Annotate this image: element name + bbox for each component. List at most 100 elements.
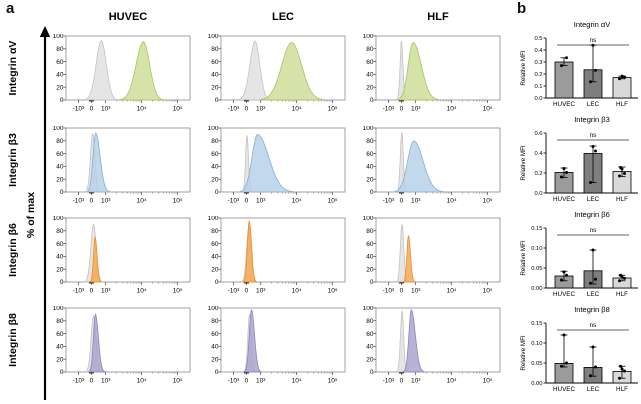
svg-text:0.05: 0.05: [531, 266, 542, 272]
svg-text:-10³: -10³: [383, 106, 395, 113]
svg-text:10³: 10³: [256, 106, 266, 113]
svg-text:100: 100: [363, 126, 374, 132]
svg-text:20: 20: [366, 176, 374, 183]
svg-text:40: 40: [56, 344, 64, 351]
svg-text:40: 40: [56, 254, 64, 261]
svg-text:10⁴: 10⁴: [137, 378, 147, 385]
svg-text:10⁴: 10⁴: [447, 378, 457, 385]
svg-text:100: 100: [208, 216, 219, 222]
svg-text:20: 20: [366, 356, 374, 363]
svg-text:0: 0: [90, 378, 94, 385]
svg-text:40: 40: [56, 164, 64, 171]
svg-text:Relative MFI: Relative MFI: [520, 335, 527, 371]
svg-text:10⁴: 10⁴: [292, 106, 302, 113]
svg-text:0: 0: [370, 279, 374, 286]
svg-text:20: 20: [56, 84, 64, 91]
flow-histogram-lec-4: 0 20 40 60 80 100 -10³ 0 10³ 10⁴ 10⁵: [208, 306, 346, 385]
svg-text:0: 0: [400, 288, 404, 295]
svg-text:0.4: 0.4: [534, 151, 543, 157]
svg-text:20: 20: [366, 266, 374, 273]
svg-text:10⁵: 10⁵: [173, 378, 183, 385]
svg-text:0: 0: [215, 97, 219, 104]
svg-text:100: 100: [208, 126, 219, 132]
svg-text:10⁵: 10⁵: [173, 198, 183, 205]
flow-histogram-lec-2: 0 20 40 60 80 100 -10³ 0 10³ 10⁴ 10⁵: [208, 126, 346, 205]
svg-text:10⁵: 10⁵: [483, 378, 493, 385]
svg-text:ns: ns: [590, 322, 597, 329]
svg-text:10⁵: 10⁵: [328, 378, 338, 385]
svg-text:100: 100: [53, 306, 64, 312]
flow-histogram-lec-3: 0 20 40 60 80 100 -10³ 0 10³ 10⁴ 10⁵: [208, 216, 346, 295]
svg-text:0: 0: [60, 189, 64, 196]
svg-text:0: 0: [400, 198, 404, 205]
svg-text:40: 40: [56, 72, 64, 79]
svg-text:10³: 10³: [101, 106, 111, 113]
svg-text:-10³: -10³: [383, 198, 395, 205]
column-title-hlf: HLF: [427, 11, 449, 23]
bar-chart-2: 0.0 0.2 0.4 0.6 Relative MFI HUVEC LEC HLF ns: [520, 131, 638, 203]
svg-text:10⁵: 10⁵: [483, 288, 493, 295]
svg-text:0: 0: [370, 369, 374, 376]
svg-text:10³: 10³: [411, 106, 421, 113]
flow-histogram-lec-1: 0 20 40 60 80 100 -10³ 0 10³ 10⁴ 10⁵: [208, 34, 346, 113]
bar-chart-title-1: Integrin αV: [573, 20, 611, 29]
svg-text:0: 0: [400, 106, 404, 113]
svg-text:100: 100: [53, 126, 64, 132]
svg-text:HLF: HLF: [616, 386, 628, 393]
svg-text:0: 0: [90, 288, 94, 295]
svg-text:20: 20: [56, 176, 64, 183]
svg-text:10⁴: 10⁴: [292, 198, 302, 205]
svg-text:10³: 10³: [411, 288, 421, 295]
bar-chart-4: 0.00 0.05 0.10 0.15 Relative MFI HUVEC LEC HLF n…: [520, 321, 638, 393]
svg-text:0: 0: [60, 369, 64, 376]
svg-text:-10³: -10³: [383, 288, 395, 295]
svg-text:10³: 10³: [411, 378, 421, 385]
flow-histogram-hlf-2: 0 20 40 60 80 100 -10³ 0 10³ 10⁴ 10⁵: [363, 126, 501, 205]
svg-text:60: 60: [366, 59, 374, 66]
svg-text:80: 80: [56, 228, 64, 235]
svg-text:0: 0: [245, 198, 249, 205]
svg-text:10⁴: 10⁴: [447, 198, 457, 205]
svg-text:40: 40: [211, 72, 219, 79]
svg-text:0.2: 0.2: [534, 72, 542, 78]
svg-text:60: 60: [366, 241, 374, 248]
svg-text:10⁵: 10⁵: [328, 106, 338, 113]
flow-histogram-huvec-1: 0 20 40 60 80 100 -10³ 0 10³ 10⁴ 10⁵: [53, 34, 191, 113]
svg-text:40: 40: [366, 164, 374, 171]
column-title-lec: LEC: [272, 11, 294, 23]
svg-text:40: 40: [211, 164, 219, 171]
flow-histogram-hlf-4: 0 20 40 60 80 100 -10³ 0 10³ 10⁴ 10⁵: [363, 306, 501, 385]
svg-text:20: 20: [211, 356, 219, 363]
svg-text:100: 100: [208, 306, 219, 312]
svg-text:10⁵: 10⁵: [483, 198, 493, 205]
svg-text:0.10: 0.10: [531, 246, 542, 252]
svg-text:100: 100: [208, 34, 219, 40]
svg-text:-10³: -10³: [73, 378, 85, 385]
svg-text:60: 60: [211, 59, 219, 66]
svg-text:60: 60: [56, 331, 64, 338]
flow-histogram-hlf-1: 0 20 40 60 80 100 -10³ 0 10³ 10⁴ 10⁵: [363, 34, 501, 113]
svg-text:10⁴: 10⁴: [447, 288, 457, 295]
svg-text:Relative MFI: Relative MFI: [520, 240, 527, 276]
svg-text:60: 60: [56, 151, 64, 158]
svg-text:0: 0: [90, 198, 94, 205]
svg-text:60: 60: [211, 331, 219, 338]
svg-text:100: 100: [53, 216, 64, 222]
svg-text:10⁴: 10⁴: [137, 106, 147, 113]
svg-text:60: 60: [211, 241, 219, 248]
svg-text:HLF: HLF: [616, 101, 628, 108]
svg-text:60: 60: [56, 241, 64, 248]
svg-text:HUVEC: HUVEC: [553, 291, 575, 298]
bar-chart-3: 0.00 0.05 0.10 0.15 Relative MFI HUVEC LEC HLF n…: [520, 226, 638, 298]
svg-text:10³: 10³: [256, 198, 266, 205]
svg-text:-10³: -10³: [73, 198, 85, 205]
svg-text:10³: 10³: [101, 288, 111, 295]
svg-text:80: 80: [211, 228, 219, 235]
svg-text:20: 20: [56, 266, 64, 273]
svg-text:Relative MFI: Relative MFI: [520, 145, 527, 181]
svg-text:20: 20: [211, 176, 219, 183]
panel-b-label: b: [517, 0, 527, 17]
svg-text:0.10: 0.10: [531, 341, 542, 347]
svg-text:0.05: 0.05: [531, 361, 542, 367]
